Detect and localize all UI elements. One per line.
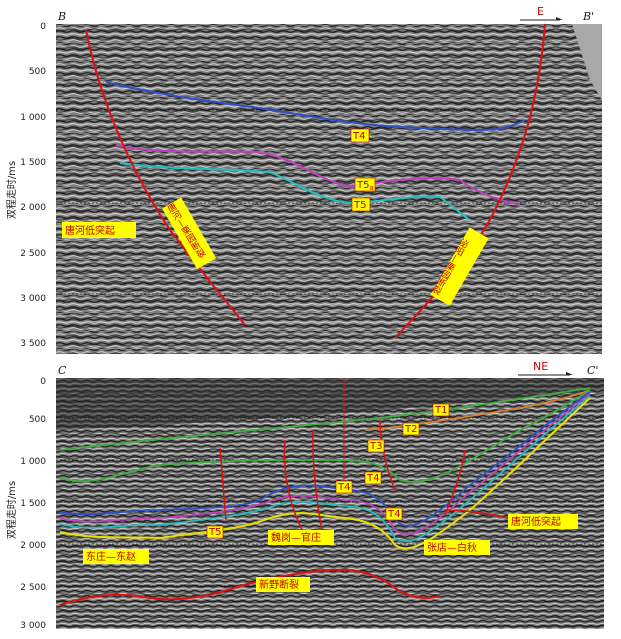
horizon-t3-line (59, 389, 591, 483)
y-axis-label-b: 双程走时/ms (6, 161, 18, 219)
horizon-label-t4-b: T4 (337, 482, 350, 493)
horizon-label-t2: T2 (404, 424, 417, 435)
y-tick-c-1000: 1 000 (20, 457, 46, 467)
y-tick-b-2500: 2 500 (20, 249, 46, 259)
corner-label-c: C (58, 364, 67, 377)
y-axis-label-c: 双程走时/ms (6, 481, 18, 539)
label-box-t1 (432, 403, 450, 417)
label-box-dongzhuang (83, 549, 149, 564)
y-tick-b-1000: 1 000 (20, 113, 46, 123)
y-tick-b-2000: 2 000 (20, 203, 46, 213)
label-box-fault-biyang (430, 227, 489, 306)
horizon-label-t4-c: T4 (387, 509, 400, 520)
label-box-tanghe-uplift-c (508, 514, 578, 529)
direction-arrow-icon (556, 17, 563, 20)
corner-label-b: B (57, 10, 66, 23)
horizon-t1-line (59, 387, 591, 451)
label-box-tanghe-uplift-b (62, 222, 136, 238)
horizon-t2-line (364, 389, 591, 431)
horizon-label-t4: T4 (352, 131, 365, 142)
horizon-label-t3: T3 (369, 441, 382, 452)
label-box-t4 (350, 128, 370, 143)
label-box-t5-c (206, 525, 224, 539)
y-tick-c-2500: 2 500 (20, 583, 46, 593)
structure-label-zhangdian: 张店—白秋 (427, 541, 477, 554)
horizon-t5-yellow-line (59, 397, 591, 550)
direction-arrow-icon-c (566, 372, 573, 375)
corner-label-c-prime: C' (587, 364, 598, 377)
y-tick-b-1500: 1 500 (20, 158, 46, 168)
structure-label-tanghe-uplift-b: 唐河低突起 (65, 224, 115, 237)
y-tick-b-0: 0 (40, 22, 46, 32)
seismic-section-b (56, 24, 602, 354)
horizon-t5a-line (115, 144, 521, 206)
label-box-t3 (367, 439, 385, 453)
y-tick-b-3500: 3 500 (20, 339, 46, 349)
label-box-zhangdian (424, 540, 490, 555)
y-tick-c-2000: 2 000 (20, 541, 46, 551)
y-axis-c: 0 500 1 000 1 500 2 000 2 500 3 000 双程走时… (6, 377, 46, 631)
horizon-t4-line (105, 81, 526, 132)
horizon-label-t5-c: T5 (208, 527, 221, 538)
horizon-label-t5: T5 (353, 200, 366, 211)
label-box-t4-b (335, 480, 353, 494)
structure-label-dongzhuang: 东庄—东赵 (86, 550, 136, 563)
horizon-t5-line (119, 162, 471, 221)
direction-label-e: E (537, 5, 544, 18)
label-box-xinye (256, 577, 310, 592)
seismic-panel-c: C C' NE T1 T2 T3 T4 (6, 360, 604, 631)
fault-tanghe-liyuan (85, 29, 246, 326)
y-tick-b-500: 500 (29, 67, 46, 77)
y-tick-c-1500: 1 500 (20, 499, 46, 509)
y-tick-b-3000: 3 000 (20, 294, 46, 304)
seismic-panel-b: B B' E T4 T5a T5 唐河低突起 唐河—栗园断裂 泌阳—栗园断裂 (6, 5, 602, 354)
structure-label-tanghe-uplift-c: 唐河低突起 (511, 515, 561, 528)
horizon-label-t4-a: T4 (366, 473, 379, 484)
label-box-t5a (354, 177, 376, 192)
label-box-t4-a (364, 471, 382, 485)
horizon-t4-magenta-line (59, 393, 591, 535)
fault-biyang-liyuan (394, 23, 546, 339)
y-tick-c-0: 0 (40, 377, 46, 387)
label-box-t4-c (385, 507, 403, 521)
horizon-label-t5a: T5a (356, 180, 374, 192)
label-box-t5 (351, 197, 371, 212)
structure-label-weigang: 魏岗—官庄 (271, 531, 321, 544)
corner-label-b-prime: B' (582, 10, 594, 23)
faults-c (219, 419, 521, 536)
label-box-t2 (402, 422, 420, 436)
horizon-label-t1: T1 (434, 405, 447, 416)
y-axis-b: 0 500 1 000 1 500 2 000 2 500 3 000 3 50… (6, 22, 46, 349)
label-box-weigang (268, 530, 334, 545)
horizon-t4-cyan-line (59, 395, 591, 542)
y-tick-c-3000: 3 000 (20, 621, 46, 631)
y-tick-c-500: 500 (29, 415, 46, 425)
label-box-fault-tanghe (162, 197, 217, 270)
direction-label-ne: NE (533, 360, 548, 373)
fault-label-xinye: 新野断裂 (259, 578, 299, 591)
